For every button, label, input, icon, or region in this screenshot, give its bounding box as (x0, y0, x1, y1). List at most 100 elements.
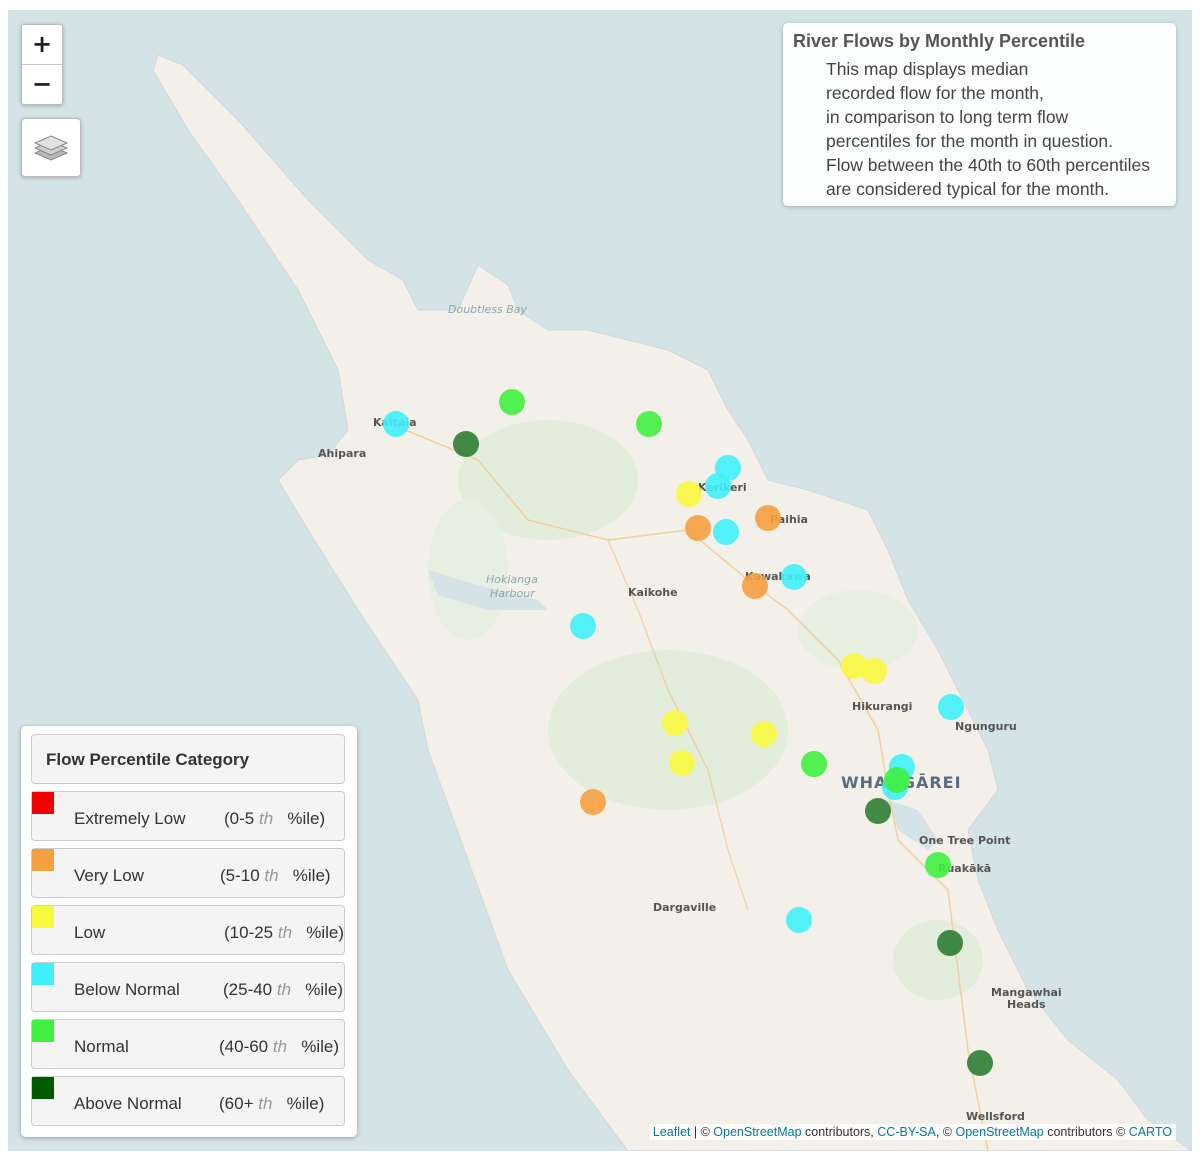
station-marker[interactable] (801, 751, 827, 777)
legend: Flow Percentile Category Extremely Low (0… (21, 726, 357, 1137)
road-west (607, 539, 749, 911)
legend-range: (0-5 th %ile) (224, 809, 325, 829)
legend-range-suffix: %ile) (287, 1037, 340, 1056)
legend-range-th: th (272, 1037, 288, 1056)
label-hikurangi: Hikurangi (852, 700, 912, 713)
station-marker[interactable] (685, 515, 711, 541)
station-marker[interactable] (383, 411, 409, 437)
legend-title: Flow Percentile Category (46, 750, 250, 769)
legend-label: Above Normal (74, 1094, 182, 1113)
attribution: Leaflet | © OpenStreetMap contributors, … (648, 1124, 1176, 1140)
legend-item: Normal (40-60 th %ile) (31, 1019, 345, 1069)
legend-item: Above Normal (60+ th %ile) (31, 1076, 345, 1126)
legend-label: Below Normal (74, 980, 180, 999)
zoom-out-button[interactable]: − (31, 70, 53, 98)
station-marker[interactable] (669, 750, 695, 776)
info-line: are considered typical for the month. (826, 179, 1110, 199)
station-marker[interactable] (925, 852, 951, 878)
legend-range-th: th (258, 809, 274, 828)
info-line: in comparison to long term flow (826, 107, 1069, 127)
osm-link[interactable]: OpenStreetMap (955, 1125, 1044, 1139)
legend-range-suffix: %ile) (292, 923, 345, 942)
legend-swatch (32, 792, 54, 814)
terrain-5 (893, 920, 983, 1000)
legend-label: Very Low (74, 866, 144, 885)
station-marker[interactable] (751, 721, 777, 747)
station-marker[interactable] (453, 431, 479, 457)
label-wellsford: Wellsford (966, 1110, 1025, 1123)
attrib-text: contributors, (801, 1125, 878, 1139)
land-northland (152, 54, 1192, 1151)
carto-link[interactable]: CARTO (1128, 1125, 1172, 1139)
legend-range-th: th (264, 866, 279, 885)
label-ahipara: Ahipara (318, 447, 366, 460)
station-marker[interactable] (781, 564, 807, 590)
legend-label: Extremely Low (74, 809, 186, 828)
legend-swatch (32, 849, 54, 871)
station-marker[interactable] (967, 1050, 993, 1076)
label-harbour: Harbour (490, 587, 536, 600)
label-ngunguru: Ngunguru (955, 720, 1017, 733)
terrain-3 (428, 500, 508, 640)
label-hokianga: Hokianga (486, 573, 538, 586)
legend-range-value: (40-60 (219, 1037, 273, 1056)
legend-range: (5-10 th %ile) (220, 866, 331, 886)
legend-swatch (32, 906, 54, 928)
station-marker[interactable] (865, 798, 891, 824)
legend-range-suffix: %ile) (272, 1094, 325, 1113)
label-heads: Heads (1007, 998, 1046, 1011)
label-one-tree-point: One Tree Point (919, 834, 1010, 847)
zoom-in-button[interactable]: + (22, 25, 62, 65)
station-marker[interactable] (499, 389, 525, 415)
hokianga-harbour (428, 570, 548, 610)
station-marker[interactable] (705, 473, 731, 499)
map[interactable]: Doubtless Bay Kaitaia Ahipara Kerikeri P… (8, 10, 1192, 1151)
station-marker[interactable] (676, 481, 702, 507)
layers-icon (33, 134, 69, 161)
legend-range-suffix: %ile) (291, 980, 344, 999)
label-mangawhai: Mangawhai (991, 986, 1062, 999)
station-marker[interactable] (937, 930, 963, 956)
info-line: recorded flow for the month, (826, 83, 1044, 103)
terrain-1 (458, 420, 638, 540)
legend-range: (60+ th %ile) (219, 1094, 324, 1114)
station-marker[interactable] (938, 694, 964, 720)
station-marker[interactable] (570, 613, 596, 639)
whangarei-harbour (888, 800, 938, 850)
legend-range-th: th (276, 980, 292, 999)
legend-range-value: (60+ (219, 1094, 259, 1113)
attrib-text: , © (935, 1125, 956, 1139)
legend-range-value: (5-10 (220, 866, 265, 885)
info-line: percentiles for the month in question. (826, 131, 1113, 151)
legend-item: Below Normal (25-40 th %ile) (31, 962, 345, 1012)
label-doubtless-bay: Doubtless Bay (448, 303, 528, 316)
station-marker[interactable] (580, 789, 606, 815)
legend-range-th: th (277, 923, 293, 942)
zoom-control: + − (21, 24, 63, 105)
ccbysa-link[interactable]: CC-BY-SA (877, 1125, 936, 1139)
station-marker[interactable] (713, 519, 739, 545)
legend-range-value: (0-5 (224, 809, 259, 828)
legend-range-suffix: %ile) (273, 809, 326, 828)
legend-range: (40-60 th %ile) (219, 1037, 339, 1057)
map-tiles: Doubtless Bay Kaitaia Ahipara Kerikeri P… (152, 54, 1192, 1151)
station-marker[interactable] (884, 767, 910, 793)
station-marker[interactable] (636, 411, 662, 437)
station-marker[interactable] (755, 505, 781, 531)
layers-button[interactable] (21, 118, 81, 177)
legend-title-box: Flow Percentile Category (31, 734, 345, 784)
station-marker[interactable] (662, 710, 688, 736)
station-markers (383, 389, 993, 1076)
leaflet-link[interactable]: Leaflet (652, 1125, 691, 1139)
station-marker[interactable] (861, 658, 887, 684)
station-marker[interactable] (786, 907, 812, 933)
info-title: River Flows by Monthly Percentile (793, 31, 1086, 51)
station-marker[interactable] (742, 573, 768, 599)
legend-label: Low (74, 923, 106, 942)
station-marker[interactable] (841, 653, 867, 679)
legend-range: (10-25 th %ile) (224, 923, 344, 943)
label-ruakaka: Ruakākā (938, 862, 991, 875)
legend-range-value: (10-25 (224, 923, 278, 942)
attrib-text: | © (690, 1125, 714, 1139)
osm-link[interactable]: OpenStreetMap (713, 1125, 802, 1139)
